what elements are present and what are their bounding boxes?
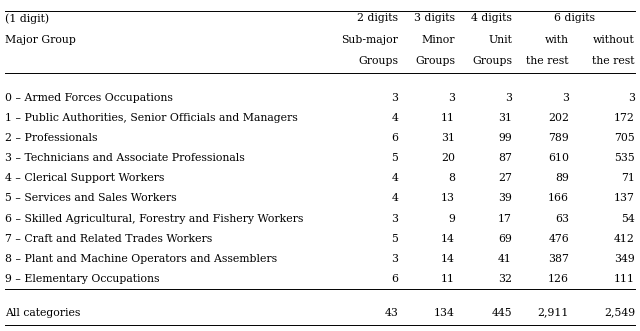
Text: Unit: Unit bbox=[488, 34, 512, 44]
Text: 3: 3 bbox=[628, 93, 635, 103]
Text: 31: 31 bbox=[441, 133, 455, 143]
Text: 43: 43 bbox=[384, 307, 398, 317]
Text: 11: 11 bbox=[441, 274, 455, 284]
Text: Major Group: Major Group bbox=[5, 34, 76, 44]
Text: 9: 9 bbox=[448, 213, 455, 223]
Text: 87: 87 bbox=[498, 153, 512, 164]
Text: 3: 3 bbox=[391, 213, 398, 223]
Text: 9 – Elementary Occupations: 9 – Elementary Occupations bbox=[5, 274, 159, 284]
Text: (1 digit): (1 digit) bbox=[5, 13, 49, 24]
Text: 4: 4 bbox=[391, 194, 398, 204]
Text: 1 – Public Authorities, Senior Officials and Managers: 1 – Public Authorities, Senior Officials… bbox=[5, 113, 298, 123]
Text: 3 – Technicians and Associate Professionals: 3 – Technicians and Associate Profession… bbox=[5, 153, 245, 164]
Text: 3: 3 bbox=[391, 93, 398, 103]
Text: 412: 412 bbox=[614, 234, 635, 244]
Text: 137: 137 bbox=[614, 194, 635, 204]
Text: Groups: Groups bbox=[472, 56, 512, 66]
Text: 6 – Skilled Agricultural, Forestry and Fishery Workers: 6 – Skilled Agricultural, Forestry and F… bbox=[5, 213, 303, 223]
Text: All categories: All categories bbox=[5, 307, 81, 317]
Text: 5: 5 bbox=[391, 234, 398, 244]
Text: 3 digits: 3 digits bbox=[414, 13, 455, 23]
Text: 6: 6 bbox=[391, 133, 398, 143]
Text: 31: 31 bbox=[498, 113, 512, 123]
Text: 202: 202 bbox=[548, 113, 569, 123]
Text: 89: 89 bbox=[555, 173, 569, 183]
Text: 27: 27 bbox=[498, 173, 512, 183]
Text: 54: 54 bbox=[621, 213, 635, 223]
Text: 166: 166 bbox=[548, 194, 569, 204]
Text: 4: 4 bbox=[391, 173, 398, 183]
Text: 5: 5 bbox=[391, 153, 398, 164]
Text: 0 – Armed Forces Occupations: 0 – Armed Forces Occupations bbox=[5, 93, 173, 103]
Text: 445: 445 bbox=[492, 307, 512, 317]
Text: 3: 3 bbox=[505, 93, 512, 103]
Text: 349: 349 bbox=[614, 254, 635, 264]
Text: 476: 476 bbox=[548, 234, 569, 244]
Text: 6: 6 bbox=[391, 274, 398, 284]
Text: 8 – Plant and Machine Operators and Assemblers: 8 – Plant and Machine Operators and Asse… bbox=[5, 254, 277, 264]
Text: 14: 14 bbox=[441, 254, 455, 264]
Text: 7 – Craft and Related Trades Workers: 7 – Craft and Related Trades Workers bbox=[5, 234, 212, 244]
Text: without: without bbox=[593, 34, 635, 44]
Text: 8: 8 bbox=[448, 173, 455, 183]
Text: 387: 387 bbox=[548, 254, 569, 264]
Text: 2 – Professionals: 2 – Professionals bbox=[5, 133, 98, 143]
Text: 3: 3 bbox=[448, 93, 455, 103]
Text: 3: 3 bbox=[562, 93, 569, 103]
Text: 2,549: 2,549 bbox=[604, 307, 635, 317]
Text: 63: 63 bbox=[555, 213, 569, 223]
Text: Minor: Minor bbox=[422, 34, 455, 44]
Text: 3: 3 bbox=[391, 254, 398, 264]
Text: 39: 39 bbox=[498, 194, 512, 204]
Text: 6 digits: 6 digits bbox=[554, 13, 595, 23]
Text: Groups: Groups bbox=[358, 56, 398, 66]
Text: 134: 134 bbox=[434, 307, 455, 317]
Text: 4 digits: 4 digits bbox=[471, 13, 512, 23]
Text: 111: 111 bbox=[614, 274, 635, 284]
Text: the rest: the rest bbox=[593, 56, 635, 66]
Text: 4 – Clerical Support Workers: 4 – Clerical Support Workers bbox=[5, 173, 164, 183]
Text: the rest: the rest bbox=[527, 56, 569, 66]
Text: 17: 17 bbox=[498, 213, 512, 223]
Text: 99: 99 bbox=[499, 133, 512, 143]
Text: 20: 20 bbox=[441, 153, 455, 164]
Text: Sub-major: Sub-major bbox=[341, 34, 398, 44]
Text: 32: 32 bbox=[498, 274, 512, 284]
Text: 789: 789 bbox=[548, 133, 569, 143]
Text: 610: 610 bbox=[548, 153, 569, 164]
Text: 2 digits: 2 digits bbox=[357, 13, 398, 23]
Text: 41: 41 bbox=[498, 254, 512, 264]
Text: 705: 705 bbox=[614, 133, 635, 143]
Text: 172: 172 bbox=[614, 113, 635, 123]
Text: 2,911: 2,911 bbox=[538, 307, 569, 317]
Text: 14: 14 bbox=[441, 234, 455, 244]
Text: 126: 126 bbox=[548, 274, 569, 284]
Text: 13: 13 bbox=[441, 194, 455, 204]
Text: 4: 4 bbox=[391, 113, 398, 123]
Text: with: with bbox=[545, 34, 569, 44]
Text: 11: 11 bbox=[441, 113, 455, 123]
Text: 535: 535 bbox=[614, 153, 635, 164]
Text: 69: 69 bbox=[498, 234, 512, 244]
Text: Groups: Groups bbox=[415, 56, 455, 66]
Text: 5 – Services and Sales Workers: 5 – Services and Sales Workers bbox=[5, 194, 177, 204]
Text: 71: 71 bbox=[621, 173, 635, 183]
